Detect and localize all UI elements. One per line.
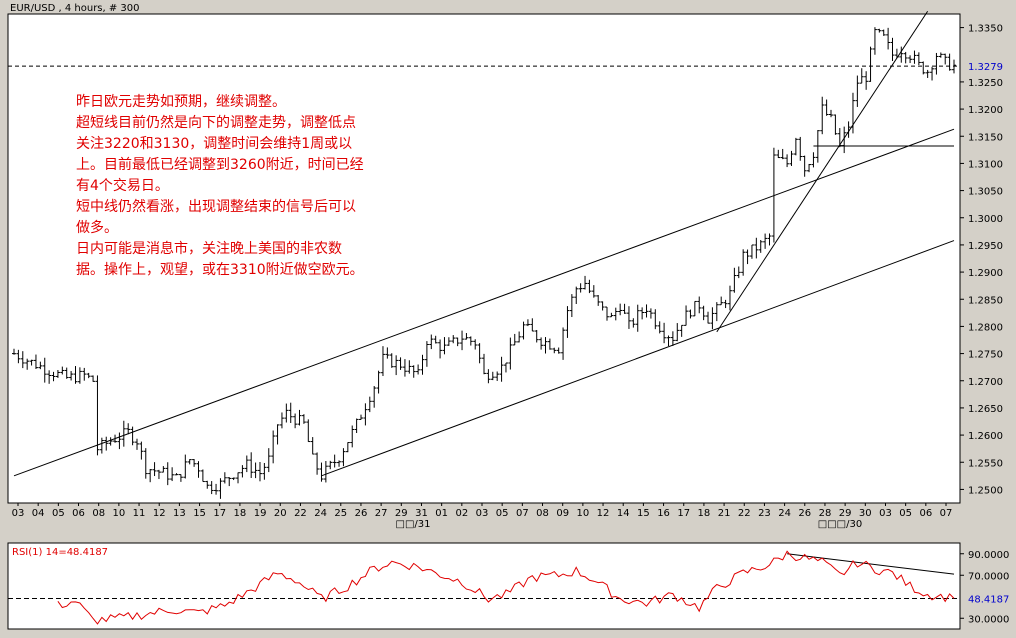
note-line: 上。目前最低已经调整到3260附近，时间已经 (76, 157, 364, 173)
price-tick-label: 1.2850 (968, 295, 1003, 306)
price-tick-label: 1.3200 (968, 105, 1003, 116)
note-line: 有4个交易日。 (76, 178, 169, 194)
date-tick-label: 22 (738, 508, 751, 519)
date-tick-label: 20 (274, 508, 287, 519)
date-tick-label: 08 (92, 508, 105, 519)
date-tick-label: 12 (597, 508, 610, 519)
date-tick-label: 17 (213, 508, 226, 519)
date-tick-label: 23 (758, 508, 771, 519)
date-tick-label: 26 (798, 508, 811, 519)
price-tick-label: 1.2600 (968, 431, 1003, 442)
price-tick-label: 1.2550 (968, 458, 1003, 469)
date-tick-label: 24 (314, 508, 327, 519)
date-tick-label: 05 (899, 508, 912, 519)
date-tick-label: 31 (415, 508, 428, 519)
price-tick-label: 1.3150 (968, 132, 1003, 143)
price-tick-label: 1.2700 (968, 377, 1003, 388)
trendline (321, 240, 955, 477)
date-tick-label: 01 (435, 508, 448, 519)
last-price-label: 1.3279 (968, 62, 1003, 73)
date-tick-label: 07 (516, 508, 529, 519)
main-plot-background (7, 13, 961, 504)
date-tick-label: 30 (859, 508, 872, 519)
price-tick-label: 1.2500 (968, 485, 1003, 496)
price-tick-label: 1.2950 (968, 241, 1003, 252)
date-tick-label: 06 (72, 508, 85, 519)
rsi-last-value-label: 48.4187 (968, 594, 1009, 605)
note-line: 短中线仍然看涨，出现调整结束的信号后可以 (76, 199, 356, 215)
rsi-trendline (787, 553, 955, 575)
price-tick-label: 1.3050 (968, 187, 1003, 198)
date-tick-label: 17 (677, 508, 690, 519)
price-tick-label: 1.3350 (968, 24, 1003, 35)
date-tick-label: 29 (395, 508, 408, 519)
date-tick-label: 10 (113, 508, 126, 519)
date-tick-label: 04 (32, 508, 45, 519)
price-tick-label: 1.2900 (968, 268, 1003, 279)
note-line: 日内可能是消息市，关注晚上美国的非农数 (76, 241, 342, 257)
price-tick-label: 1.3000 (968, 214, 1003, 225)
date-tick-label: 09 (556, 508, 569, 519)
price-tick-label: 1.3250 (968, 78, 1003, 89)
main-lines (8, 11, 960, 477)
price-axis: 1.2500 1.2550 1.2600 1.2650 1.2700 1.2750 1.28… (960, 24, 1003, 496)
note-line: 超短线目前仍然是向下的调整走势，调整低点 (76, 115, 356, 131)
trendline (716, 11, 929, 333)
date-tick-label: 08 (536, 508, 549, 519)
trendline (13, 128, 955, 477)
rsi-line (57, 550, 955, 625)
date-tick-label: 15 (193, 508, 206, 519)
date-tick-label: 12 (153, 508, 166, 519)
date-tick-label: 18 (698, 508, 711, 519)
month-label: □□/31 (396, 519, 431, 530)
date-tick-label: 24 (778, 508, 791, 519)
date-tick-label: 07 (940, 508, 953, 519)
symbol-label: EUR/USD , 4 hours, # 300 (10, 3, 140, 14)
note-line: 据。操作上，观望，或在3310附近做空欧元。 (76, 262, 364, 278)
date-tick-label: 28 (819, 508, 832, 519)
price-tick-label: 1.3100 (968, 159, 1003, 170)
note-line: 关注3220和3130，调整时间会维持1周或以 (76, 136, 353, 152)
date-tick-label: 03 (12, 508, 25, 519)
price-tick-label: 1.2650 (968, 404, 1003, 415)
date-tick-label: 14 (617, 508, 630, 519)
rsi-plot-background (7, 542, 961, 630)
date-tick-label: 16 (657, 508, 670, 519)
rsi-tick-label: 70.0000 (968, 571, 1009, 582)
month-label: □□□/30 (818, 519, 862, 530)
date-tick-label: 02 (455, 508, 468, 519)
date-tick-label: 21 (718, 508, 731, 519)
date-tick-label: 22 (294, 508, 307, 519)
date-tick-label: 25 (334, 508, 347, 519)
date-axis: 03 04 05 06 08 10 11 12 13 15 17 18 19 20 22 24 25 26 27 29… (12, 503, 953, 530)
price-bars (12, 27, 956, 499)
date-tick-label: 13 (173, 508, 186, 519)
date-tick-label: 18 (234, 508, 247, 519)
date-tick-label: 26 (355, 508, 368, 519)
price-tick-label: 1.2750 (968, 350, 1003, 361)
date-tick-label: 03 (879, 508, 892, 519)
analysis-note: 昨日欧元走势如预期，继续调整。 超短线目前仍然是向下的调整走势，调整低点 关注3… (76, 92, 416, 281)
date-tick-label: 05 (52, 508, 65, 519)
date-tick-label: 10 (577, 508, 590, 519)
date-tick-label: 03 (476, 508, 489, 519)
date-tick-label: 27 (375, 508, 388, 519)
date-tick-label: 15 (637, 508, 650, 519)
rsi-tick-label: 30.0000 (968, 614, 1009, 625)
date-tick-label: 06 (919, 508, 932, 519)
rsi-panel: 90.0000 70.0000 30.0000 48.4187 (8, 550, 1009, 625)
date-tick-label: 11 (133, 508, 146, 519)
rsi-tick-label: 90.0000 (968, 550, 1009, 561)
date-tick-label: 05 (496, 508, 509, 519)
note-line: 昨日欧元走势如预期，继续调整。 (76, 94, 286, 110)
date-tick-label: 19 (254, 508, 267, 519)
date-tick-label: 29 (839, 508, 852, 519)
note-line: 做多。 (76, 220, 118, 236)
rsi-label: RSI(1) 14=48.4187 (12, 547, 108, 558)
price-tick-label: 1.2800 (968, 322, 1003, 333)
